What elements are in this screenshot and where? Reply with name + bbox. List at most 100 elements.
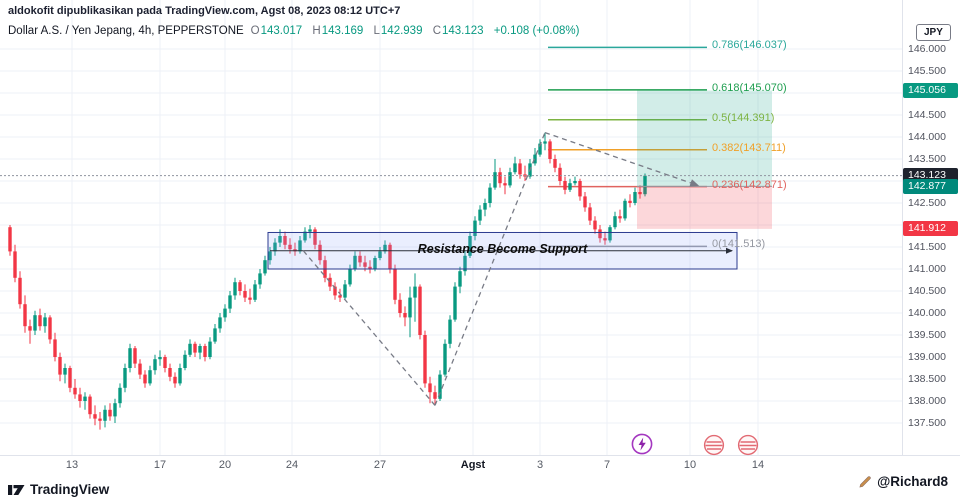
candle-body xyxy=(573,181,577,184)
candle-body xyxy=(8,227,12,252)
open-value: 143.017 xyxy=(260,25,303,37)
tradingview-wordmark[interactable]: TradingView xyxy=(30,482,110,497)
candle-body xyxy=(328,277,332,287)
candle-body xyxy=(543,141,547,144)
candle-body xyxy=(468,236,472,256)
candle-body xyxy=(578,181,582,197)
symbol-title[interactable]: Dollar A.S. / Yen Jepang, 4h, PEPPERSTON… xyxy=(8,25,244,37)
candle-body xyxy=(443,343,447,375)
author-handle: @Richard8 xyxy=(877,474,948,489)
price-tick: 145.500 xyxy=(908,65,946,77)
loss-zone[interactable] xyxy=(637,186,772,229)
striped-circle-icon[interactable] xyxy=(737,434,759,456)
candle-body xyxy=(418,286,422,335)
candle-body xyxy=(633,192,637,203)
candle-body xyxy=(518,163,522,175)
candle-body xyxy=(498,172,502,184)
candle-body xyxy=(258,273,262,285)
dashed-trendline[interactable] xyxy=(301,248,436,406)
symbol-legend: Dollar A.S. / Yen Jepang, 4h, PEPPERSTON… xyxy=(8,25,579,37)
candle-body xyxy=(198,346,202,353)
candle-body xyxy=(203,346,207,357)
candle-body xyxy=(308,229,312,232)
candle-body xyxy=(153,359,157,371)
candle-body xyxy=(463,255,467,272)
candle-body xyxy=(238,282,242,291)
candle-body xyxy=(548,141,552,159)
price-badge: 142.877 xyxy=(903,178,958,194)
candle-body xyxy=(33,315,37,331)
candle-body xyxy=(508,172,512,186)
candle-body xyxy=(18,277,22,305)
currency-badge[interactable]: JPY xyxy=(916,24,951,41)
candle-body xyxy=(193,343,197,353)
time-tick: 14 xyxy=(751,459,765,471)
candle-body xyxy=(53,339,57,357)
candle-body xyxy=(558,167,562,181)
candle-body xyxy=(493,172,497,188)
price-tick: 140.500 xyxy=(908,285,946,297)
candle-body xyxy=(618,216,622,219)
candle-body xyxy=(338,295,342,298)
candle-body xyxy=(78,394,82,401)
candle-body xyxy=(288,244,292,250)
candle-body xyxy=(343,284,347,298)
candle-body xyxy=(598,229,602,239)
profit-zone[interactable] xyxy=(637,90,772,187)
candle-body xyxy=(93,414,97,419)
candle-body xyxy=(588,207,592,221)
fib-level-label: 0.786(146.037) xyxy=(712,39,787,52)
price-axis-separator xyxy=(902,0,903,455)
author-credit: @Richard8 xyxy=(858,474,948,489)
time-axis-separator xyxy=(0,455,960,456)
price-tick: 141.000 xyxy=(908,263,946,275)
candle-body xyxy=(403,313,407,318)
candle-body xyxy=(303,231,307,241)
time-tick: 27 xyxy=(373,459,387,471)
candle-body xyxy=(253,284,257,300)
price-tick: 146.000 xyxy=(908,43,946,55)
candle-body xyxy=(458,271,462,287)
striped-circle-icon[interactable] xyxy=(703,434,725,456)
time-tick: Agst xyxy=(460,459,486,471)
candle-body xyxy=(378,251,382,258)
candle-body xyxy=(473,220,477,236)
price-badge: 145.056 xyxy=(903,83,958,99)
candle-body xyxy=(113,403,117,417)
candle-body xyxy=(158,357,162,360)
candle-body xyxy=(603,238,607,241)
candle-body xyxy=(428,383,432,393)
lightning-bolt-icon[interactable] xyxy=(631,433,653,455)
candle-body xyxy=(583,196,587,208)
candle-body xyxy=(173,376,177,384)
candle-body xyxy=(373,258,377,269)
dashed-trendline[interactable] xyxy=(434,132,546,406)
candle-body xyxy=(23,304,27,327)
price-tick: 140.000 xyxy=(908,307,946,319)
candle-body xyxy=(393,269,397,300)
candle-body xyxy=(128,348,132,368)
candle-body xyxy=(433,392,437,399)
candle-body xyxy=(118,387,122,404)
candle-body xyxy=(613,216,617,228)
tradingview-logo[interactable] xyxy=(8,482,26,498)
candle-body xyxy=(448,319,452,344)
fib-level-label: 0(141.513) xyxy=(712,238,766,251)
high-value: 143.169 xyxy=(321,25,364,37)
time-tick: 7 xyxy=(603,459,611,471)
candle-body xyxy=(268,251,272,261)
candle-body xyxy=(638,192,642,195)
open-label: O xyxy=(250,25,260,37)
candle-body xyxy=(623,200,627,219)
time-tick: 24 xyxy=(285,459,299,471)
fib-level-label: 0.618(145.070) xyxy=(712,81,787,94)
candle-body xyxy=(278,236,282,243)
price-tick: 138.500 xyxy=(908,373,946,385)
fib-level-label: 0.5(144.391) xyxy=(712,111,775,124)
candle-body xyxy=(233,282,237,296)
low-label: L xyxy=(373,25,380,37)
candle-body xyxy=(28,326,32,331)
candle-body xyxy=(103,409,107,421)
candle-body xyxy=(263,260,267,274)
